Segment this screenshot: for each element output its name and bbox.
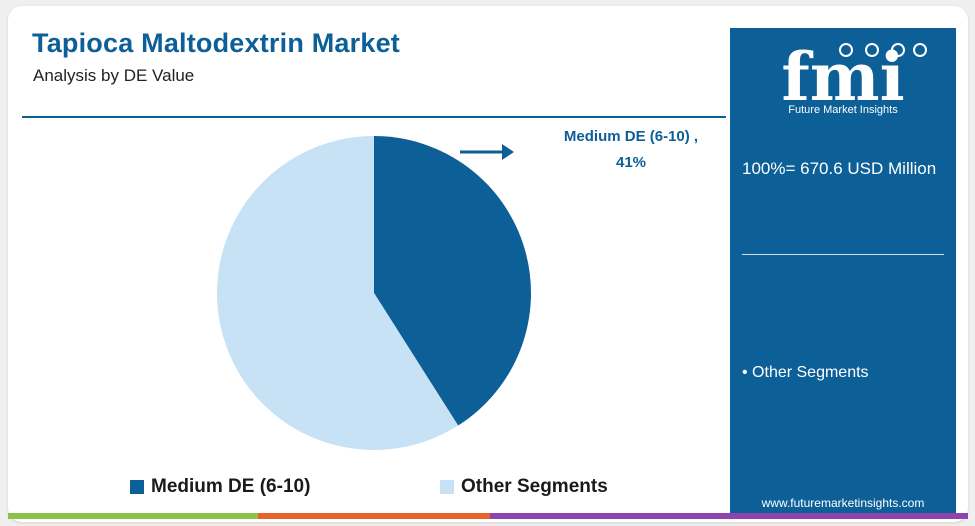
website-url: www.futuremarketinsights.com <box>761 496 925 510</box>
bar-segment-green <box>8 513 258 519</box>
slice-callout: Medium DE (6-10) , 41% <box>538 124 724 176</box>
chart-card: Tapioca Maltodextrin Market Analysis by … <box>8 6 968 522</box>
pie-chart <box>217 136 532 450</box>
logo-text: fmi <box>781 38 904 116</box>
market-total: 100%= 670.6 USD Million <box>742 159 937 178</box>
bar-segment-purple <box>490 513 968 519</box>
title-divider <box>22 116 726 118</box>
logo-subtitle: Future Market Insights <box>788 104 898 116</box>
pie-slice-medium-de-6-10 <box>374 136 532 426</box>
info-panel: fmi Future Market Insights 100%= 670.6 U… <box>730 28 956 518</box>
bottom-color-bar <box>8 513 968 519</box>
callout-label: Medium DE (6-10) , <box>563 128 699 145</box>
panel-divider <box>742 254 944 255</box>
legend-label: Medium DE (6-10) <box>151 476 311 497</box>
legend-swatch <box>440 480 454 494</box>
chart-title: Tapioca Maltodextrin Market <box>32 28 400 58</box>
legend-swatch <box>130 480 144 494</box>
bar-segment-orange <box>258 513 490 519</box>
chart-subtitle: Analysis by DE Value <box>33 66 195 85</box>
pie-slices <box>217 136 532 450</box>
pie-slice-other-segments <box>217 136 459 450</box>
panel-segment-item: • Other Segments <box>742 364 869 381</box>
fmi-logo: fmi <box>781 38 927 116</box>
arrow-right-icon <box>460 144 514 160</box>
callout-value: 41% <box>615 154 647 171</box>
legend-item-other-segments: Other Segments <box>440 476 608 498</box>
legend-item-medium-de: Medium DE (6-10) <box>130 476 310 498</box>
legend-label: Other Segments <box>461 476 608 497</box>
